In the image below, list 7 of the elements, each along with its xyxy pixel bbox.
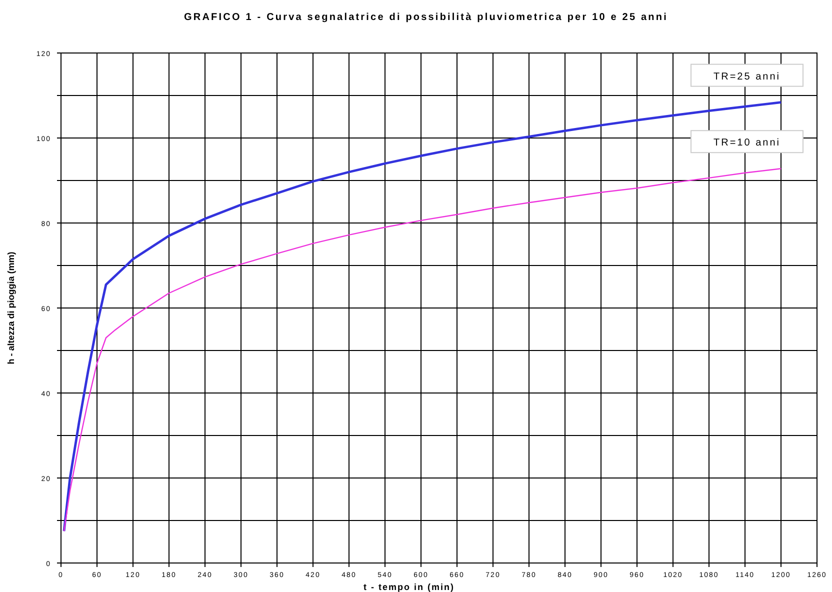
x-axis-title: t - tempo in (min) (364, 582, 454, 592)
text: TR=25 anni (714, 71, 780, 82)
text: TR=10 anni (714, 138, 780, 149)
line-series (62, 101, 782, 532)
chart-title: GRAFICO 1 - Curva segnalatrice di possibilità pluviometrica per 10 e 25 anni (184, 12, 668, 23)
y-axis-title: h - altezza di pioggia (mm) (6, 252, 16, 364)
line-series (63, 168, 782, 532)
